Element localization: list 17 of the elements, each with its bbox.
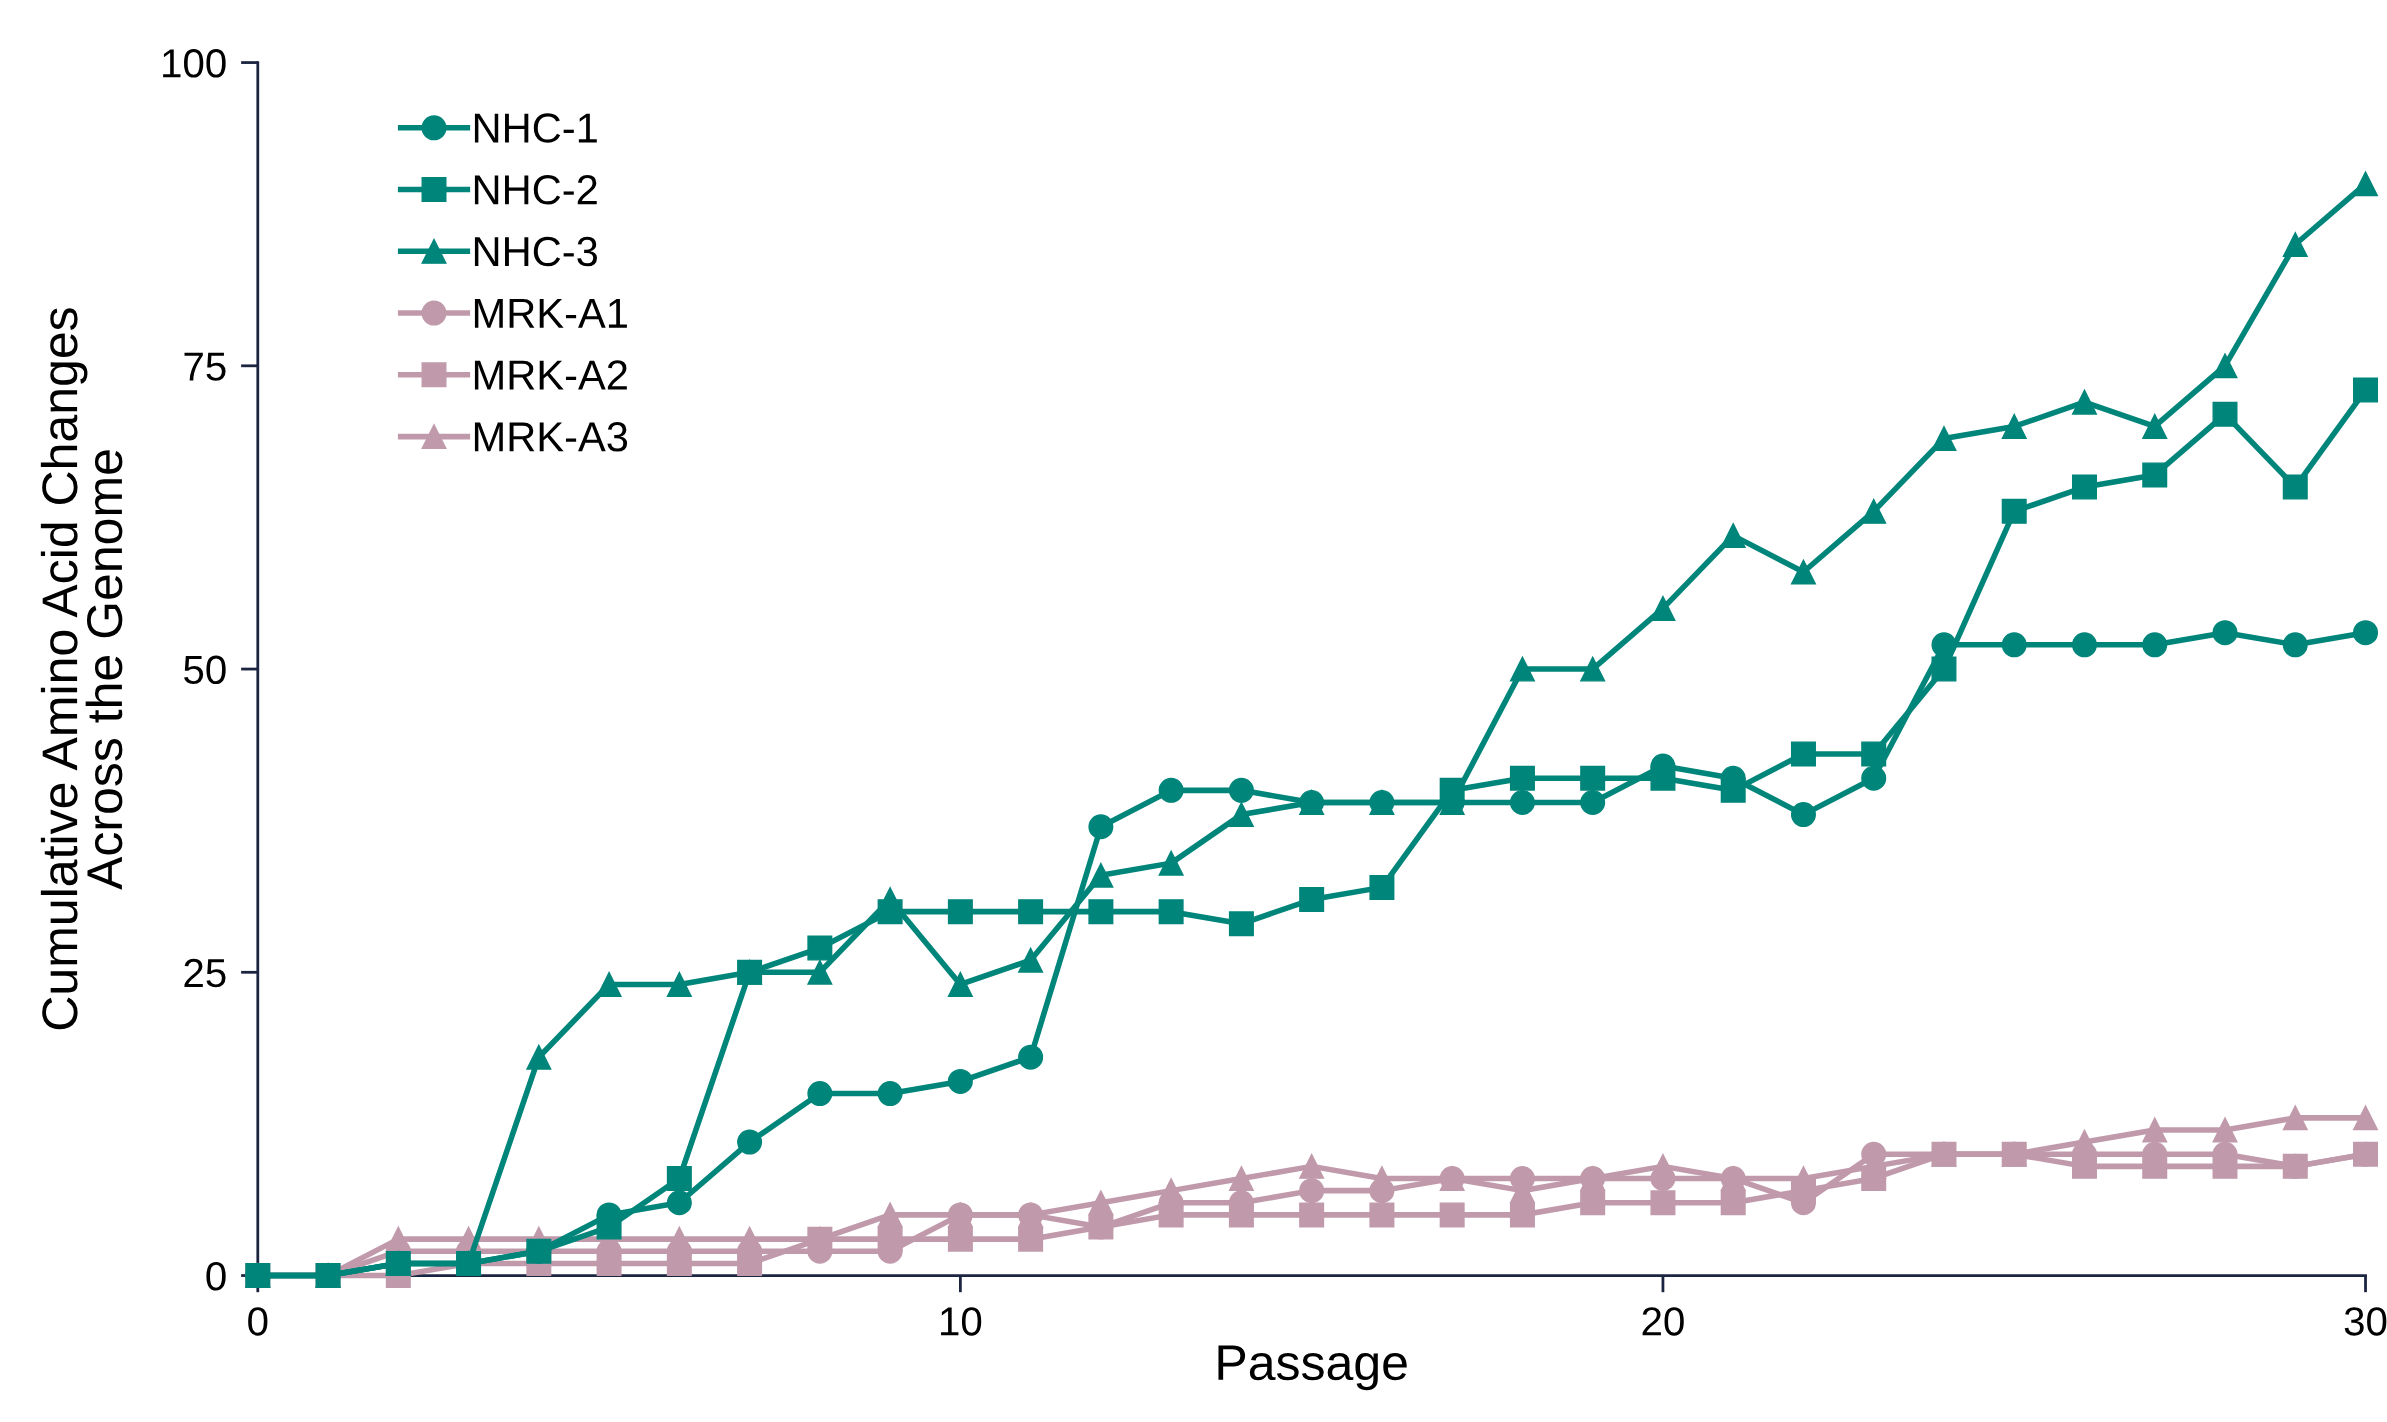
x-tick-label: 20 xyxy=(1642,1307,1684,1336)
y-axis-title: Cumulative Amino Acid Changes Across the Genome xyxy=(40,308,123,1030)
legend-label: NHC-1 xyxy=(474,113,597,143)
x-tick-label: 10 xyxy=(941,1307,982,1336)
legend-label: NHC-2 xyxy=(474,175,597,205)
y-tick-label: 25 xyxy=(184,958,226,988)
legend-label: MRK-A2 xyxy=(474,360,627,390)
y-tick-label: 75 xyxy=(184,352,226,381)
x-axis-title: Passage xyxy=(1218,1345,1407,1391)
legend-label: MRK-A3 xyxy=(474,422,628,452)
y-tick-label: 50 xyxy=(184,655,226,685)
legend-label: MRK-A1 xyxy=(474,299,627,328)
legend-label: NHC-3 xyxy=(474,236,597,267)
y-tick-label: 100 xyxy=(163,49,226,78)
x-tick-label: 30 xyxy=(2344,1307,2387,1336)
x-tick-label: 0 xyxy=(248,1307,268,1336)
y-tick-label: 0 xyxy=(206,1262,226,1291)
